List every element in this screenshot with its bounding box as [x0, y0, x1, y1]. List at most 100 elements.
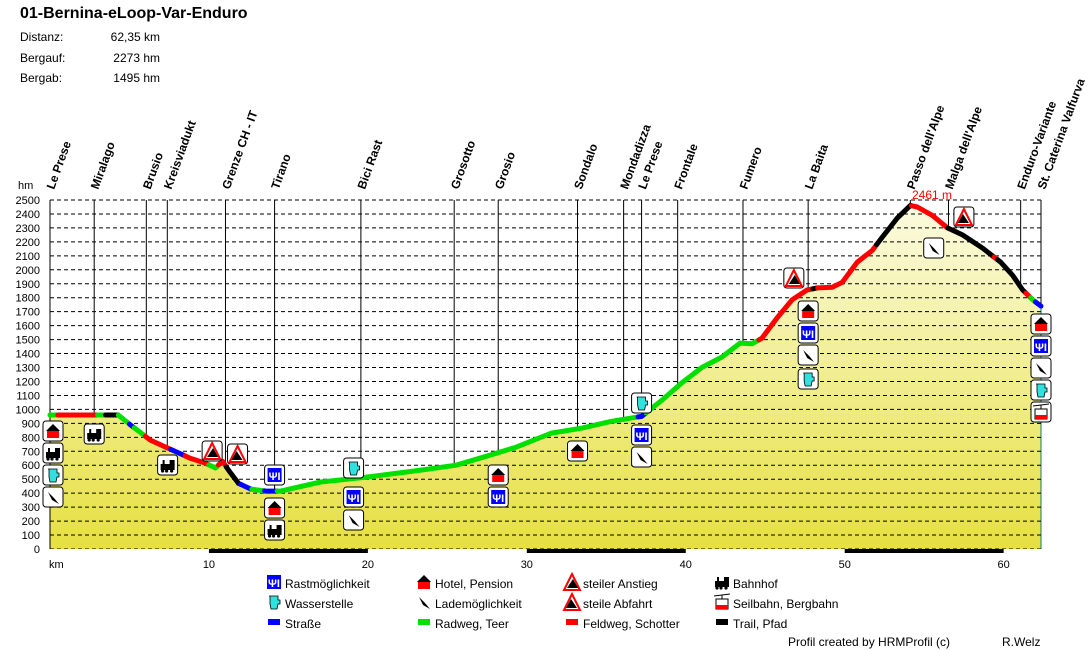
- poi-charging-icon: [343, 509, 365, 531]
- y-tick-label: 200: [22, 516, 40, 528]
- cup-glyph: [269, 595, 281, 610]
- y-tick-label: 2000: [16, 265, 40, 277]
- legend-label: steile Abfahrt: [583, 597, 653, 611]
- waypoint-label: Le Prese: [44, 139, 74, 191]
- train-chimney: [717, 577, 719, 581]
- x-axis-bar-segment: [208, 549, 368, 553]
- y-tick-label: 1800: [16, 293, 40, 305]
- x-tick-label: 30: [521, 559, 533, 571]
- train-wheel: [267, 534, 272, 538]
- slope-glyph: [231, 451, 243, 460]
- surface-segment-feldweg: [756, 286, 816, 343]
- bike-path-swatch-icon: [418, 619, 430, 625]
- y-tick-label: 1300: [16, 363, 40, 375]
- train-body: [87, 433, 102, 439]
- legend-label: Hotel, Pension: [435, 577, 513, 591]
- train-chimney: [162, 460, 165, 464]
- steep-ascent-icon: [562, 571, 582, 591]
- legend-label: Lademöglichkeit: [435, 597, 522, 611]
- train-chimney: [89, 429, 92, 433]
- poi-rest-stop-icon: ΨI: [797, 322, 819, 344]
- cup-glyph: [348, 461, 360, 476]
- y-tick-label: 500: [22, 474, 40, 486]
- waypoint-label: Tirano: [268, 152, 294, 191]
- poi-steep-descent-icon: [953, 206, 975, 228]
- train-wheel: [161, 469, 165, 473]
- waypoint-label: Miralago: [88, 140, 118, 191]
- y-axis-label: hm: [18, 180, 33, 192]
- legend-label: Feldweg, Schotter: [583, 617, 680, 631]
- train-wheel: [91, 438, 95, 442]
- waypoint-label: Grosio: [492, 150, 518, 191]
- poi-charging-icon: [923, 237, 945, 259]
- rest-stop-icon: ΨI: [267, 575, 281, 590]
- hotel-icon: [417, 575, 431, 589]
- water-icon: [269, 595, 281, 610]
- poi-water-icon: [1030, 379, 1052, 401]
- steep-descent-icon: [562, 591, 582, 611]
- fork-knife-glyph: ΨI: [636, 431, 648, 443]
- poi-hotel-icon: [567, 440, 589, 462]
- train-cab: [276, 525, 282, 530]
- roof-glyph: [1034, 317, 1048, 324]
- cabin-base: [716, 605, 728, 609]
- poi-rest-stop-icon: ΨI: [343, 486, 365, 508]
- y-tick-label: 1500: [16, 335, 40, 347]
- y-tick-label: 800: [22, 432, 40, 444]
- waypoint-label: Fumero: [737, 145, 765, 191]
- y-tick-label: 2200: [16, 237, 40, 249]
- poi-rest-stop-icon: ΨI: [264, 464, 286, 486]
- rest-icon-bg: [801, 326, 816, 340]
- poi-steep-descent-icon: [227, 443, 249, 465]
- house-glyph: [268, 508, 281, 515]
- waypoint-label: Kreisviadukt: [161, 119, 199, 191]
- house-glyph: [492, 475, 505, 482]
- stat-label: Distanz:: [20, 30, 64, 44]
- train-cab: [169, 460, 175, 465]
- train-wheel: [50, 457, 54, 461]
- footer-author: R.Welz: [1002, 635, 1040, 649]
- cup-glyph: [803, 372, 815, 387]
- swatch-glyph: [418, 619, 430, 625]
- plug-glyph: [636, 452, 648, 464]
- page-title: 01-Bernina-eLoop-Var-Enduro: [20, 5, 248, 22]
- poi-steep-ascent-icon: [201, 440, 223, 462]
- stat-ascent: Bergauf: 2273 hm: [20, 51, 160, 65]
- house-glyph: [571, 451, 584, 458]
- cup-glyph: [636, 396, 648, 411]
- fork-knife-glyph: ΨI: [269, 471, 281, 483]
- plug-glyph: [803, 350, 815, 362]
- poi-steep-ascent-icon: [783, 267, 805, 289]
- x-tick-label: 50: [839, 559, 851, 571]
- surface-segment-trail: [945, 225, 997, 260]
- poi-charging-icon: [42, 486, 64, 508]
- house-glyph: [418, 582, 430, 589]
- y-tick-label: 100: [22, 530, 40, 542]
- y-tick-label: 2100: [16, 251, 40, 263]
- legend-item-bike-path-swatch: Radweg, Teer: [418, 617, 509, 631]
- slope-glyph: [566, 599, 577, 608]
- train-wheel: [96, 438, 100, 442]
- stat-descent: Bergab: 1495 hm: [20, 71, 160, 85]
- train-wheel: [271, 534, 276, 538]
- plug-glyph: [928, 243, 940, 255]
- surface-segment-trail: [994, 257, 1029, 296]
- poi-hotel-icon: [487, 464, 509, 486]
- charging-icon: [419, 597, 430, 609]
- train-wheel: [715, 586, 719, 590]
- poi-rest-stop-icon: ΨI: [1030, 335, 1052, 357]
- x-tick-label: 20: [362, 559, 374, 571]
- legend-label: Seilbahn, Bergbahn: [733, 597, 838, 611]
- legend-label: Rastmöglichkeit: [285, 577, 370, 591]
- poi-hotel-icon: [1030, 313, 1052, 335]
- legend-label: Trail, Pfad: [733, 617, 787, 631]
- surface-segment-strasse: [1032, 299, 1044, 309]
- roof-glyph: [267, 501, 282, 508]
- stat-value: 2273 hm: [113, 51, 160, 65]
- train-wheel: [724, 586, 728, 590]
- roof-glyph: [491, 468, 506, 475]
- train-station-icon: [715, 577, 729, 590]
- stat-distance: Distanz: 62,35 km: [20, 30, 160, 44]
- legend-label: Bahnhof: [733, 577, 778, 591]
